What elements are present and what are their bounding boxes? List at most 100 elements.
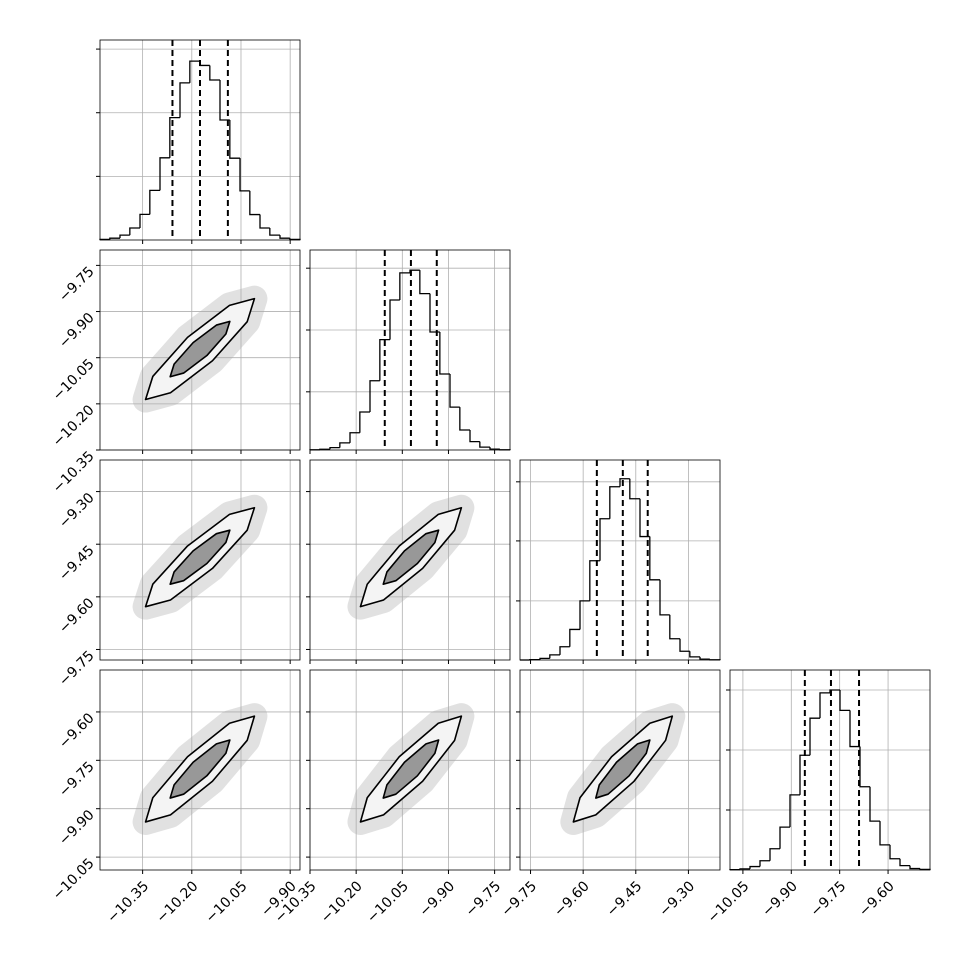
histogram-bin <box>569 628 580 647</box>
y-tick-label: −9.30 <box>56 490 98 532</box>
x-tick-label: −9.90 <box>416 878 458 920</box>
contour <box>169 739 231 799</box>
histogram-bin <box>109 237 120 240</box>
histogram-bin <box>639 498 650 538</box>
y-tick-label: −9.45 <box>56 543 98 585</box>
histogram-bin <box>629 478 640 500</box>
histogram-bin <box>369 380 380 412</box>
histogram-bin <box>549 654 560 659</box>
contour <box>594 739 651 799</box>
y-tick-label: −10.05 <box>50 356 98 404</box>
y-tick-label: −9.60 <box>56 595 98 637</box>
histogram-bin <box>699 656 710 660</box>
histogram-bin <box>899 858 910 867</box>
x-tick-label: −9.75 <box>499 878 541 920</box>
histogram-bin <box>479 441 490 448</box>
x-tick-label: −9.75 <box>463 878 505 920</box>
histogram-bin <box>189 60 200 83</box>
panel-frame <box>309 669 511 871</box>
histogram-bin <box>449 374 460 408</box>
panel-frame <box>99 39 301 241</box>
panel-frame <box>729 669 931 871</box>
y-tick-label: −9.60 <box>56 710 98 752</box>
x-tick-label: −9.60 <box>856 878 898 920</box>
panel-frame <box>99 459 301 661</box>
histogram-bin <box>359 411 370 433</box>
y-tick-label: −10.05 <box>50 855 98 903</box>
histogram-bin <box>339 442 350 448</box>
histogram-bin <box>379 338 390 381</box>
histogram-bin <box>219 80 230 121</box>
histogram-bin <box>839 690 850 712</box>
panel-frame <box>99 249 301 451</box>
histogram-bin <box>199 61 210 67</box>
histogram-bin <box>489 447 500 450</box>
x-tick-label: −10.05 <box>203 878 251 926</box>
panel-frame <box>309 249 511 451</box>
x-tick-label: −10.20 <box>318 878 366 926</box>
histogram-bin <box>689 651 700 658</box>
histogram-bin <box>679 638 690 652</box>
contour <box>382 739 440 799</box>
y-tick-label: −9.75 <box>56 264 98 306</box>
contour <box>382 529 440 586</box>
x-tick-label: −10.20 <box>154 878 202 926</box>
histogram-bin <box>609 486 620 519</box>
histogram-bin <box>539 657 550 660</box>
x-tick-label: −10.05 <box>705 878 753 926</box>
histogram-bin <box>139 213 150 228</box>
histogram-bin <box>819 692 830 719</box>
y-tick-label: −9.90 <box>56 807 98 849</box>
histogram-bin <box>429 293 440 333</box>
histogram-bin <box>129 227 140 236</box>
x-tick-label: −9.90 <box>759 878 801 920</box>
contour <box>169 529 231 586</box>
histogram-bin <box>399 272 410 300</box>
histogram-bin <box>249 190 260 216</box>
histogram-bin <box>239 158 250 192</box>
histogram-bin <box>669 614 680 640</box>
histogram-bin <box>869 786 880 822</box>
histogram-bin <box>859 746 870 788</box>
histogram-bin <box>229 120 240 159</box>
histogram-bin <box>269 228 280 236</box>
histogram-bin <box>659 579 670 616</box>
y-tick-label: −9.75 <box>56 648 98 690</box>
histogram-bin <box>579 600 590 630</box>
histogram-bin <box>329 446 340 450</box>
histogram-bin <box>439 332 450 375</box>
x-tick-label: −10.35 <box>104 878 152 926</box>
panel-frame <box>519 669 721 871</box>
panel-frame <box>99 669 301 871</box>
histogram-bin <box>349 432 360 443</box>
histogram-bin <box>769 848 780 861</box>
histogram-bin <box>759 860 770 867</box>
histogram-bin <box>889 844 900 860</box>
contour <box>169 320 231 378</box>
histogram-bin <box>279 235 290 239</box>
y-tick-label: −10.20 <box>50 402 98 450</box>
x-tick-label: −9.75 <box>808 878 850 920</box>
y-tick-label: −9.90 <box>56 310 98 352</box>
histogram-bin <box>589 560 600 601</box>
x-tick-label: −9.45 <box>604 878 646 920</box>
histogram-bin <box>649 536 660 581</box>
y-tick-label: −10.35 <box>50 448 98 496</box>
histogram-bin <box>559 646 570 655</box>
panel-frame <box>519 459 721 661</box>
y-tick-label: −9.75 <box>56 759 98 801</box>
histogram-bin <box>169 116 180 158</box>
histogram-bin <box>909 865 920 870</box>
histogram-bin <box>459 407 470 431</box>
histogram-bin <box>809 717 820 756</box>
histogram-bin <box>419 270 430 295</box>
histogram-bin <box>119 234 130 239</box>
x-tick-label: −9.30 <box>656 878 698 920</box>
histogram-bin <box>159 157 170 191</box>
histogram-bin <box>179 82 190 118</box>
histogram-bin <box>749 865 760 869</box>
histogram-bin <box>739 868 750 870</box>
histogram-bin <box>149 189 160 215</box>
